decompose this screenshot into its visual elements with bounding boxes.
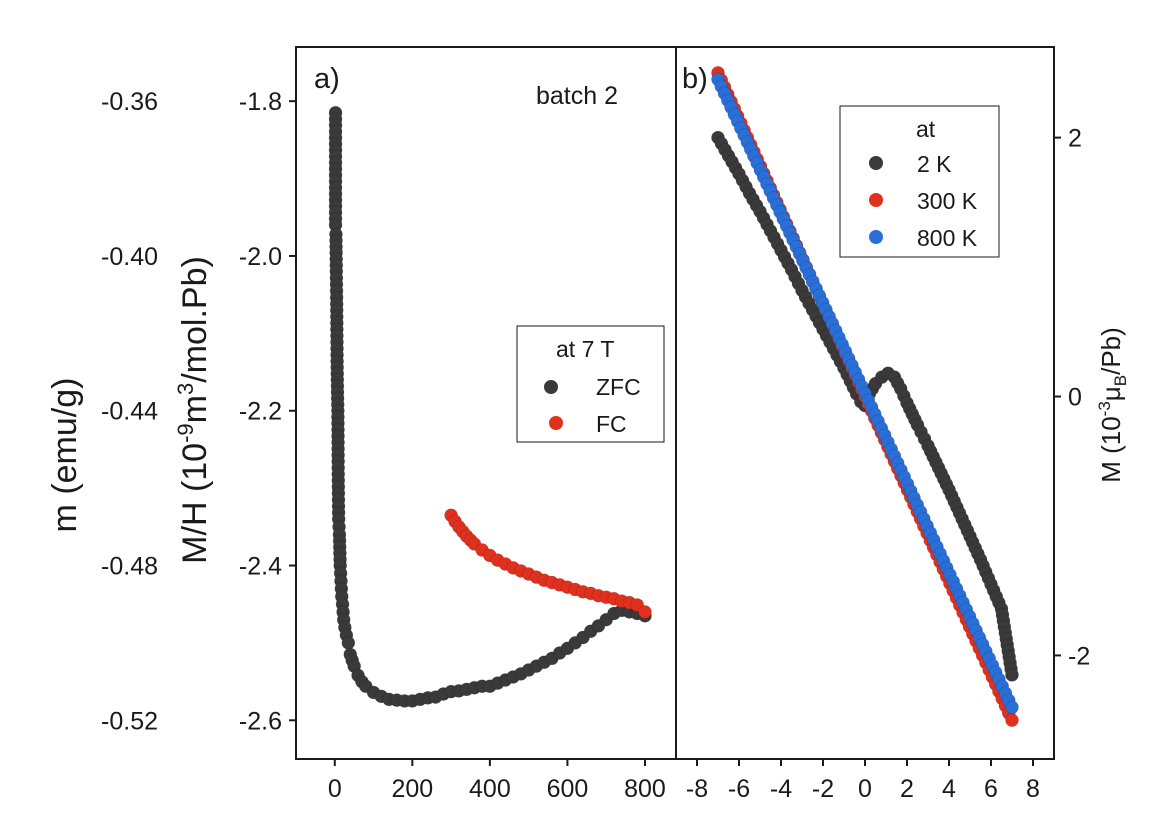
m-label-sup: -3 <box>1095 401 1114 416</box>
point-b-2-90 <box>1005 700 1019 715</box>
legend-a-title: at 7 T <box>556 336 614 362</box>
mh-label-part-3: /mol.Pb) <box>176 256 214 383</box>
y-tick-label-a-0: -1.8 <box>239 88 282 116</box>
panel-a-points <box>328 105 652 708</box>
legend-b-label-2k: 2 K <box>917 151 952 177</box>
y-axis-title-mh: M/H (10-9m3/mol.Pb) <box>173 256 214 564</box>
legend-a-box <box>516 325 665 443</box>
legend-a-label-fc: FC <box>596 411 627 437</box>
legend-b: at 2 K 300 K 800 K <box>839 105 1000 258</box>
x-tick-label-b-7: 6 <box>984 775 998 803</box>
mh-label-part-2: m <box>176 395 214 423</box>
point-b-0-99 <box>1005 667 1019 682</box>
point-a-0-81 <box>341 636 356 650</box>
y-tick-label-b-1: 0 <box>1068 384 1082 412</box>
legend-a-label-zfc: ZFC <box>596 374 641 400</box>
mh-label-sup-2: 3 <box>173 383 198 395</box>
y2-tick-label-a-0: -0.36 <box>101 88 158 116</box>
x-tick-label-b-6: 4 <box>942 775 956 803</box>
x-tick-label-b-0: -8 <box>686 775 708 803</box>
legend-b-marker-2k <box>869 156 883 170</box>
legend-a-marker-zfc <box>544 380 558 394</box>
x-tick-label-b-3: -2 <box>812 775 834 803</box>
y2-tick-label-a-1: -0.40 <box>101 243 158 271</box>
panel-a-label: a) <box>314 63 340 95</box>
m-label-mu: μ <box>1096 386 1126 401</box>
panel-a-axes: 0 200 400 600 800 -1.8 -0.36 -2.0 -0.40 -2.2 -0.44… <box>101 88 666 803</box>
legend-b-label-800k: 800 K <box>917 225 978 251</box>
legend-b-label-300k: 300 K <box>917 188 978 214</box>
legend-b-box <box>839 105 1000 258</box>
panel-b-label: b) <box>682 63 708 95</box>
y-tick-label-a-3: -2.4 <box>239 553 282 581</box>
x-tick-label-b-2: -4 <box>770 775 792 803</box>
m-label-part-1: M (10 <box>1096 416 1126 482</box>
y2-tick-label-a-2: -0.44 <box>101 398 158 426</box>
y-tick-label-b-2: -2 <box>1068 642 1090 670</box>
y-axis-title-right: M (10-3μB/Pb) <box>1095 327 1130 483</box>
y2-tick-label-a-4: -0.52 <box>101 707 158 735</box>
x-tick-label-a-2: 400 <box>469 775 511 803</box>
panel-b-points <box>711 65 1019 728</box>
legend-a: at 7 T ZFC FC <box>516 325 665 443</box>
point-b-1-90 <box>1005 713 1019 728</box>
x-tick-label-b-8: 8 <box>1026 775 1040 803</box>
legend-b-marker-300k <box>869 193 883 207</box>
y-axis-title-left: m (emu/g) <box>46 378 84 533</box>
legend-a-marker-fc <box>549 416 563 430</box>
legend-b-title: at <box>916 116 936 142</box>
legend-b-marker-800k <box>869 230 883 244</box>
x-tick-label-a-3: 600 <box>547 775 589 803</box>
y2-tick-label-a-3: -0.48 <box>101 553 158 581</box>
panel-b-axes: -8 -6 -4 -2 0 2 4 6 820-2 <box>686 125 1090 803</box>
y-tick-label-a-4: -2.6 <box>239 707 282 735</box>
x-tick-label-a-4: 800 <box>624 775 666 803</box>
x-tick-label-b-5: 2 <box>900 775 914 803</box>
y-tick-label-a-1: -2.0 <box>239 243 282 271</box>
x-tick-label-a-0: 0 <box>328 775 342 803</box>
batch-annotation: batch 2 <box>536 82 618 110</box>
point-a-1-28 <box>638 605 652 619</box>
y-tick-label-a-2: -2.2 <box>239 398 282 426</box>
m-label-sub: B <box>1111 375 1130 386</box>
x-tick-label-b-4: 0 <box>858 775 872 803</box>
y-tick-label-b-0: 2 <box>1068 125 1082 153</box>
x-tick-label-a-1: 200 <box>391 775 433 803</box>
x-tick-label-b-1: -6 <box>728 775 750 803</box>
mh-label-sup-1: -9 <box>173 423 198 443</box>
mh-label-part-1: M/H (10 <box>176 443 214 564</box>
m-label-part-2: /Pb) <box>1096 327 1126 375</box>
